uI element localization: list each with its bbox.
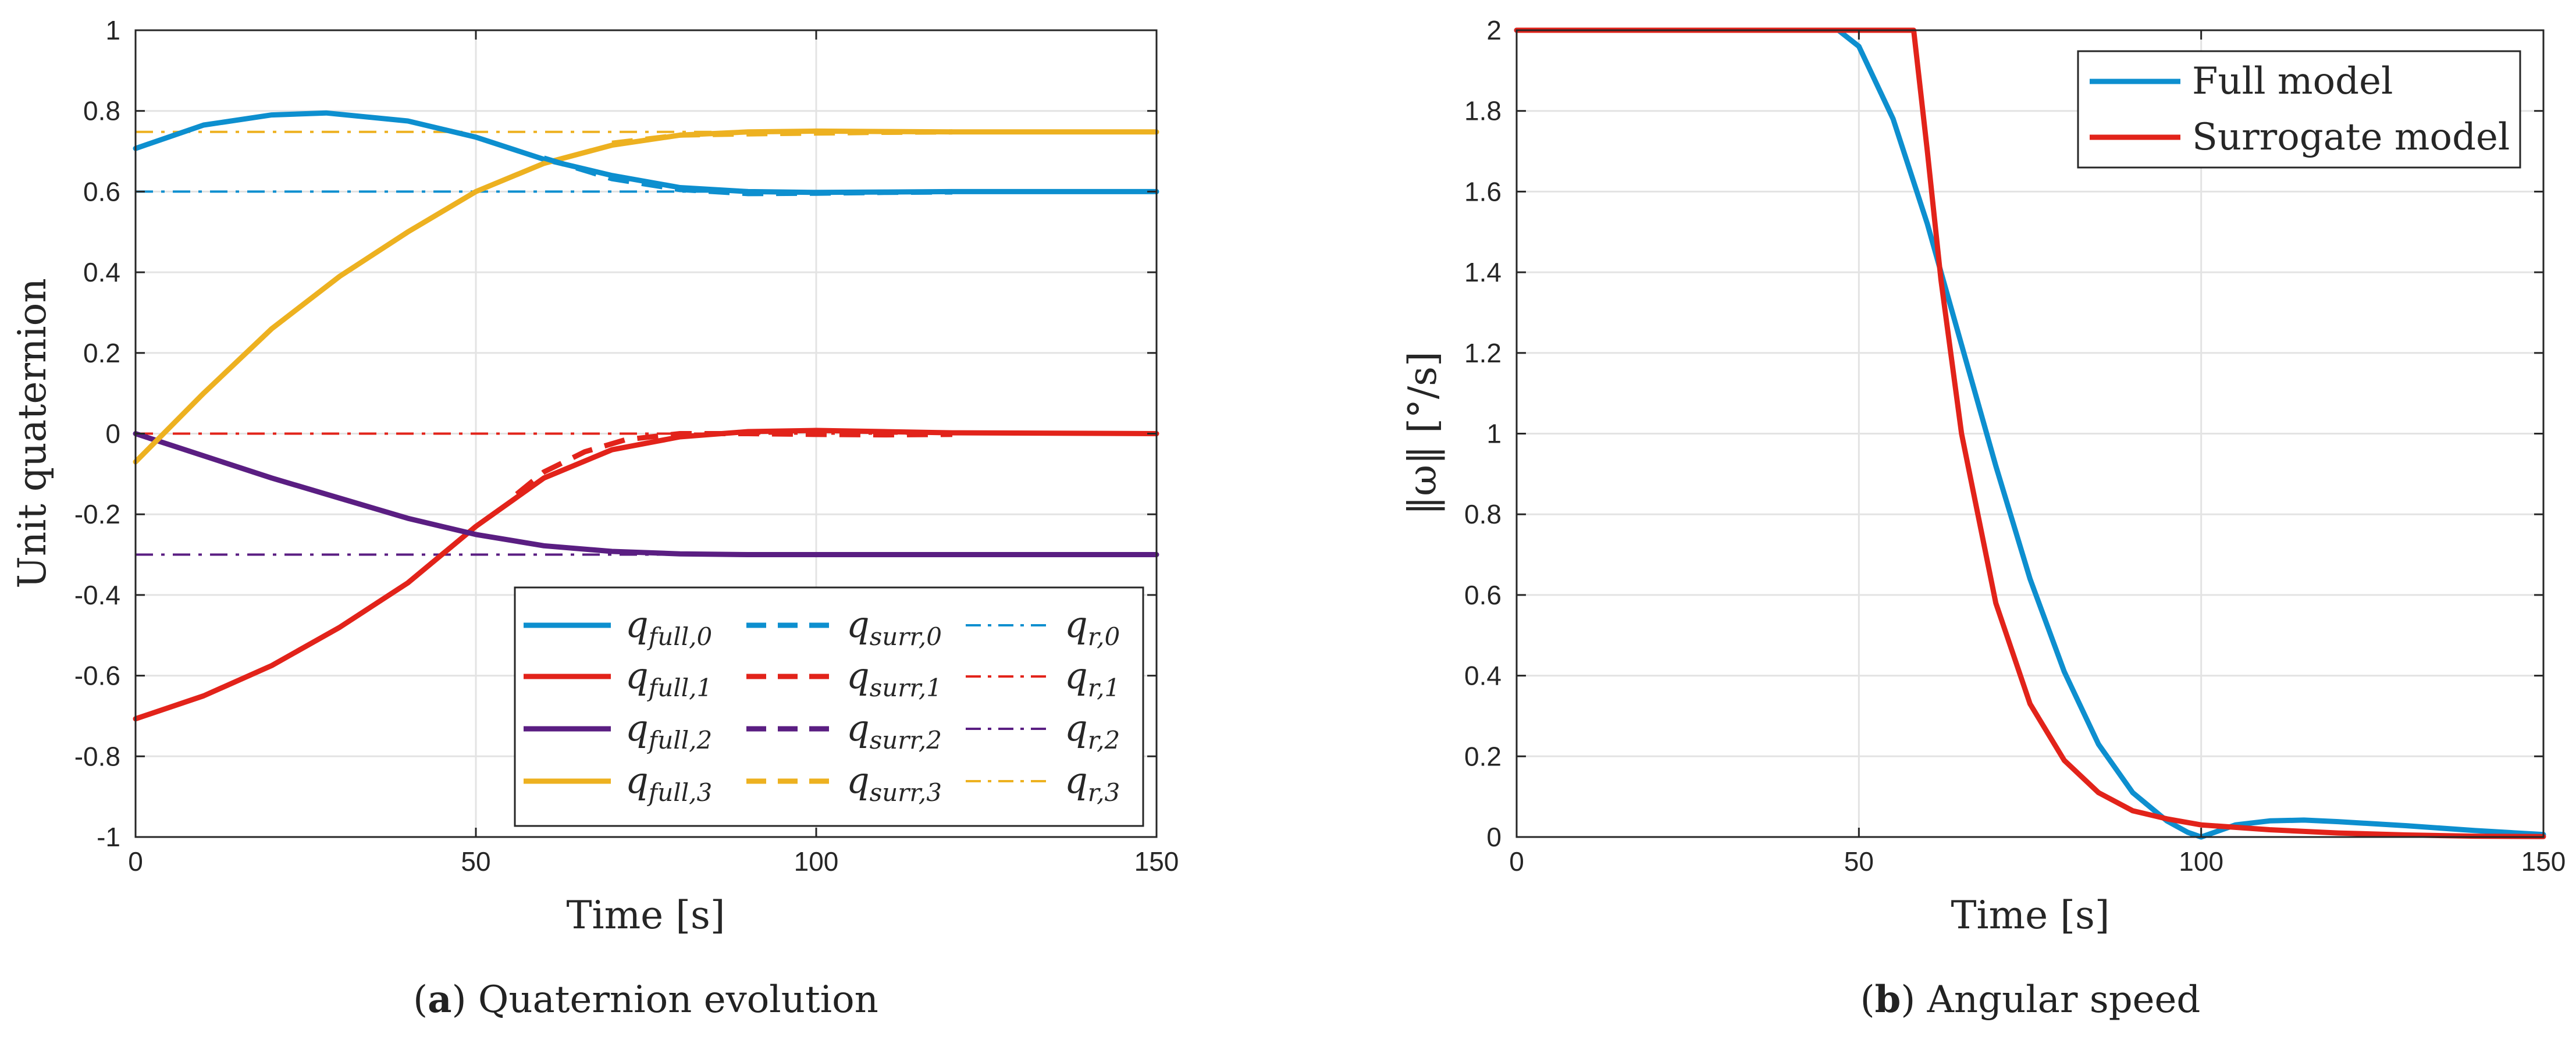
y-tick-label: -0.2 <box>74 499 120 529</box>
y-tick-label: 0.4 <box>83 257 120 287</box>
x-tick-label: 0 <box>128 846 143 877</box>
legend-label: qr,3 <box>1065 759 1120 807</box>
legend-label: qfull,0 <box>625 603 712 651</box>
legend-label: qsurr,2 <box>846 707 942 754</box>
y-axis-label-b: ‖ω‖ [°/s] <box>1400 351 1445 515</box>
y-tick-label: 1.4 <box>1464 257 1502 287</box>
y-tick-label: 0 <box>1486 822 1502 852</box>
y-tick-label: 0.4 <box>1464 661 1502 691</box>
legend-label: qsurr,0 <box>846 603 942 651</box>
legend-label: qsurr,1 <box>846 654 942 702</box>
series-group-b <box>1514 27 2546 840</box>
caption-letter-b: b <box>1875 978 1901 1021</box>
y-tick-label: -1 <box>97 822 120 852</box>
legend-label: qfull,3 <box>625 759 712 807</box>
series-line-q-surr-1 <box>515 431 953 496</box>
caption-text-b: Angular speed <box>1927 978 2201 1021</box>
legend-label: Full model <box>2192 60 2393 103</box>
series-line-surrogate-model <box>1514 27 2546 839</box>
y-axis-label-a: Unit quaternion <box>10 278 55 589</box>
legend-a: qfull,0qfull,1qfull,2qfull,3qsurr,0qsurr… <box>514 586 1144 827</box>
ticks-b: 0 50 100 150 0 0.2 0.4 0.6 0.8 1 1.2 1.4 1.6 1.8 2 <box>1464 15 2566 877</box>
y-tick-label: 1.8 <box>1464 96 1502 126</box>
y-tick-label: 0.6 <box>1464 580 1502 610</box>
y-tick-label: 0 <box>105 419 120 449</box>
series-line-q-surr-3 <box>611 129 953 146</box>
caption-a: (a) Quaternion evolution <box>413 978 878 1021</box>
x-tick-label: 50 <box>1844 846 1874 877</box>
legend-label: qr,1 <box>1065 654 1120 702</box>
y-tick-label: 1 <box>105 15 120 45</box>
legend-label: Surrogate model <box>2192 116 2510 159</box>
y-tick-label: 0.2 <box>1464 741 1502 771</box>
y-tick-label: -0.4 <box>74 580 120 610</box>
ticks-a: 0 50 100 150 -1 -0.8 -0.6 -0.4 -0.2 0 0.2 0.4 0.6 0.8… <box>74 15 1179 877</box>
legend-label: qr,2 <box>1065 707 1120 754</box>
series-line-full-model <box>1514 27 2546 840</box>
panel-quaternion-evolution: 0 50 100 150 -1 -0.8 -0.6 -0.4 -0.2 0 0.2 0.4 0.6 0.8… <box>10 15 1179 1021</box>
x-tick-label: 100 <box>794 846 839 877</box>
series-group-a <box>133 110 1159 722</box>
series-line-q-full-3 <box>133 128 1159 465</box>
legend-label: qr,0 <box>1065 603 1120 651</box>
legend-label: qsurr,3 <box>846 759 942 807</box>
y-tick-label: 2 <box>1486 15 1502 45</box>
legend-b: Full model Surrogate model <box>2077 50 2521 169</box>
y-tick-label: 0.2 <box>83 338 120 368</box>
y-tick-label: -0.6 <box>74 661 120 691</box>
series-line-q-surr-0 <box>543 155 953 197</box>
legend-label: qfull,1 <box>625 654 712 702</box>
y-tick-label: 1 <box>1486 419 1502 449</box>
panel-angular-speed: 0 50 100 150 0 0.2 0.4 0.6 0.8 1 1.2 1.4 1.6 1.8 2 Tim… <box>1400 15 2566 1021</box>
x-tick-label: 100 <box>2179 846 2223 877</box>
y-tick-label: 0.8 <box>1464 499 1502 529</box>
x-axis-label-a: Time [s] <box>566 893 725 938</box>
y-tick-label: -0.8 <box>74 741 120 771</box>
x-tick-label: 0 <box>1509 846 1524 877</box>
y-tick-label: 0.6 <box>83 176 120 206</box>
series-line-q-full-2 <box>133 431 1159 557</box>
legend-label: qfull,2 <box>625 707 712 754</box>
series-line-q-full-1 <box>133 428 1159 722</box>
x-tick-label: 150 <box>1134 846 1179 877</box>
caption-b: (b) Angular speed <box>1860 978 2201 1021</box>
y-tick-label: 1.2 <box>1464 338 1502 368</box>
x-axis-label-b: Time [s] <box>1951 893 2109 938</box>
y-tick-label: 1.6 <box>1464 176 1502 206</box>
x-tick-label: 50 <box>461 846 490 877</box>
caption-text-a: Quaternion evolution <box>478 978 878 1021</box>
legend-box-b <box>2077 50 2521 169</box>
x-tick-label: 150 <box>2521 846 2566 877</box>
caption-letter-a: a <box>428 978 451 1021</box>
y-tick-label: 0.8 <box>83 96 120 126</box>
